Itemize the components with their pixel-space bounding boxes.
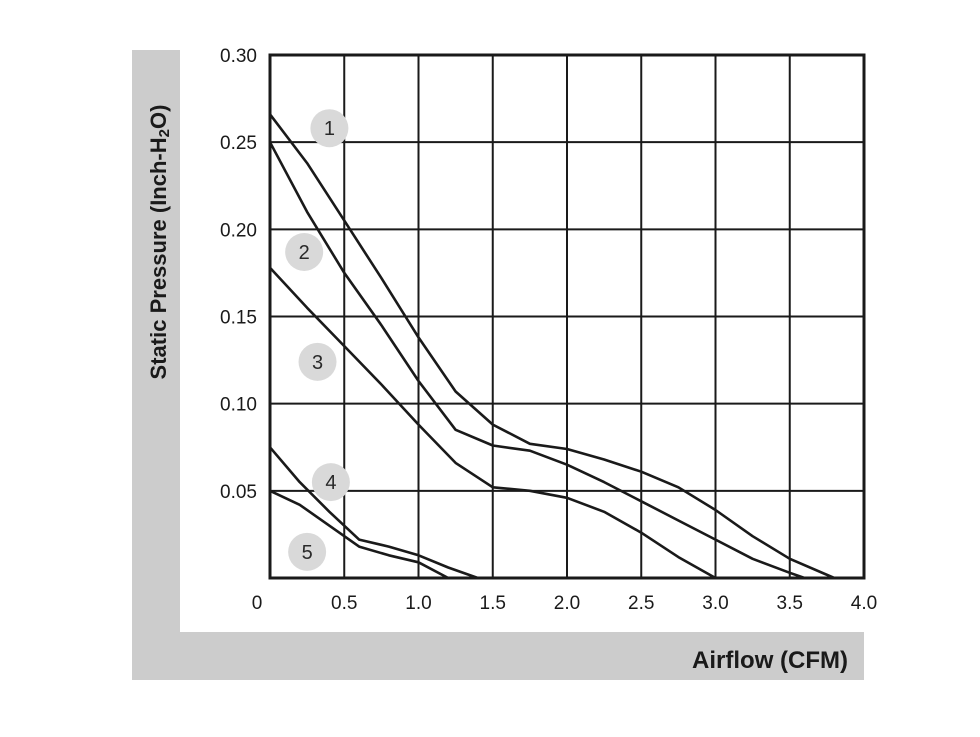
series-badge-5 xyxy=(288,532,327,571)
y-tick-label-1: 0.10 xyxy=(220,395,257,416)
x-tick-label-7: 3.5 xyxy=(777,593,803,614)
y-axis-title: Static Pressure (Inch-H2O) xyxy=(146,105,173,380)
y-axis-title-subscript: 2 xyxy=(156,129,173,137)
series-badge-3 xyxy=(298,342,337,381)
curve-series-3 xyxy=(268,266,717,580)
x-tick-label-4: 2.0 xyxy=(554,593,580,614)
series-badge-label-4: 4 xyxy=(325,472,336,494)
curve-series-5 xyxy=(268,489,450,580)
curve-series-1 xyxy=(268,113,836,580)
plot-border xyxy=(268,53,866,580)
y-tick-label-0: 0.05 xyxy=(220,482,257,503)
x-tick-label-1: 0.5 xyxy=(331,593,357,614)
series-badge-label-3: 3 xyxy=(312,352,323,374)
curve-series-2 xyxy=(268,140,806,580)
y-tick-label-2: 0.15 xyxy=(220,308,257,329)
series-badge-2 xyxy=(285,232,324,271)
y-tick-label-5: 0.30 xyxy=(220,46,257,67)
series-badge-label-5: 5 xyxy=(302,542,313,564)
y-axis-title-main: Static Pressure (Inch-H xyxy=(146,137,171,379)
series-badge-label-2: 2 xyxy=(299,242,310,264)
x-tick-label-0: 0 xyxy=(252,593,263,614)
curve-layer xyxy=(268,113,836,580)
frame-band-left xyxy=(132,50,180,680)
frame-band-bottom xyxy=(132,632,864,680)
x-tick-label-3: 1.5 xyxy=(480,593,506,614)
series-badge-label-1: 1 xyxy=(324,118,335,140)
grid-layer xyxy=(270,55,864,578)
y-tick-label-4: 0.25 xyxy=(220,133,257,154)
series-badge-layer: 1 2 3 4 5 xyxy=(285,109,350,571)
series-badge-4 xyxy=(311,463,350,502)
x-tick-label-5: 2.5 xyxy=(628,593,654,614)
y-tick-label-3: 0.20 xyxy=(220,220,257,241)
x-tick-label-6: 3.0 xyxy=(702,593,728,614)
x-tick-label-8: 4.0 xyxy=(851,593,877,614)
x-tick-label-2: 1.0 xyxy=(405,593,431,614)
curve-series-4 xyxy=(268,445,480,580)
tick-label-layer: 0 0.5 1.0 1.5 2.0 2.5 3.0 3.5 4.0 0.05 0.10 0.15 0.2… xyxy=(220,46,877,614)
x-axis-title: Airflow (CFM) xyxy=(692,647,848,674)
y-axis-title-end: O) xyxy=(146,105,171,129)
series-badge-1 xyxy=(310,109,349,148)
